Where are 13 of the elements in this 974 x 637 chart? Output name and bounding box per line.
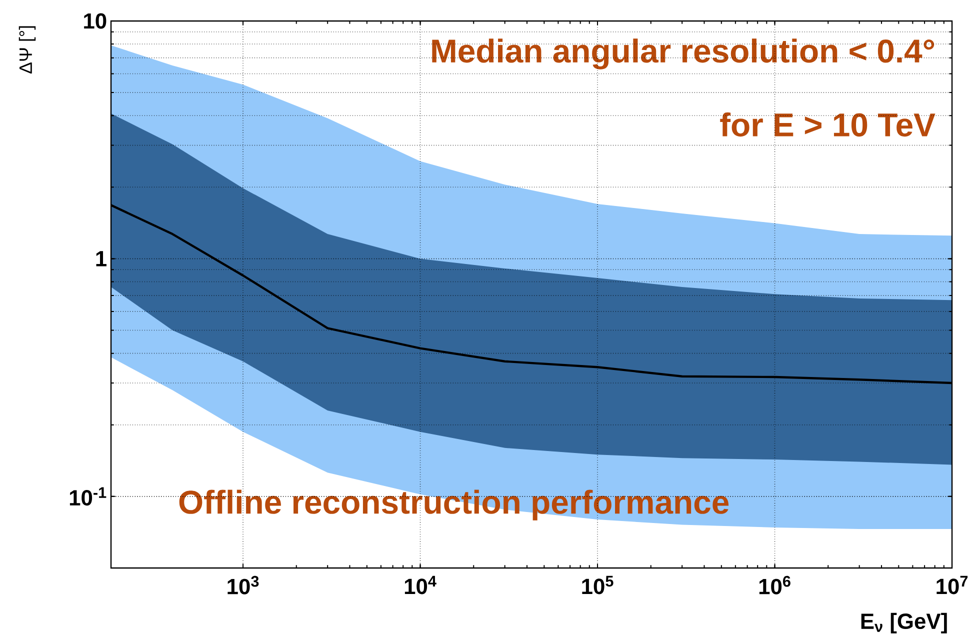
x-tick-label: 10$^{3}$ xyxy=(228,576,259,595)
annotation: Median angular resolution < 0.4° xyxy=(432,38,934,70)
x-tick-label: 10$^{4}$ xyxy=(404,576,436,594)
x-tick-label: 10$^{5}$ xyxy=(582,576,614,594)
y-tick-label: 1 xyxy=(96,251,106,266)
y-tick-label: 10 xyxy=(84,13,106,29)
x-tick-label: 10$^{7}$ xyxy=(936,576,968,594)
annotation: Offline reconstruction performance xyxy=(179,490,729,521)
y-axis-title: ΔΨ [°] xyxy=(18,26,36,74)
y-tick-label: 10$^{-1}$ xyxy=(70,487,106,506)
annotation: for E > 10 TeV xyxy=(720,112,936,137)
x-tick-label: 10$^{6}$ xyxy=(759,576,790,595)
x-axis-title: E$_{ν}$ [GeV] xyxy=(861,613,947,634)
